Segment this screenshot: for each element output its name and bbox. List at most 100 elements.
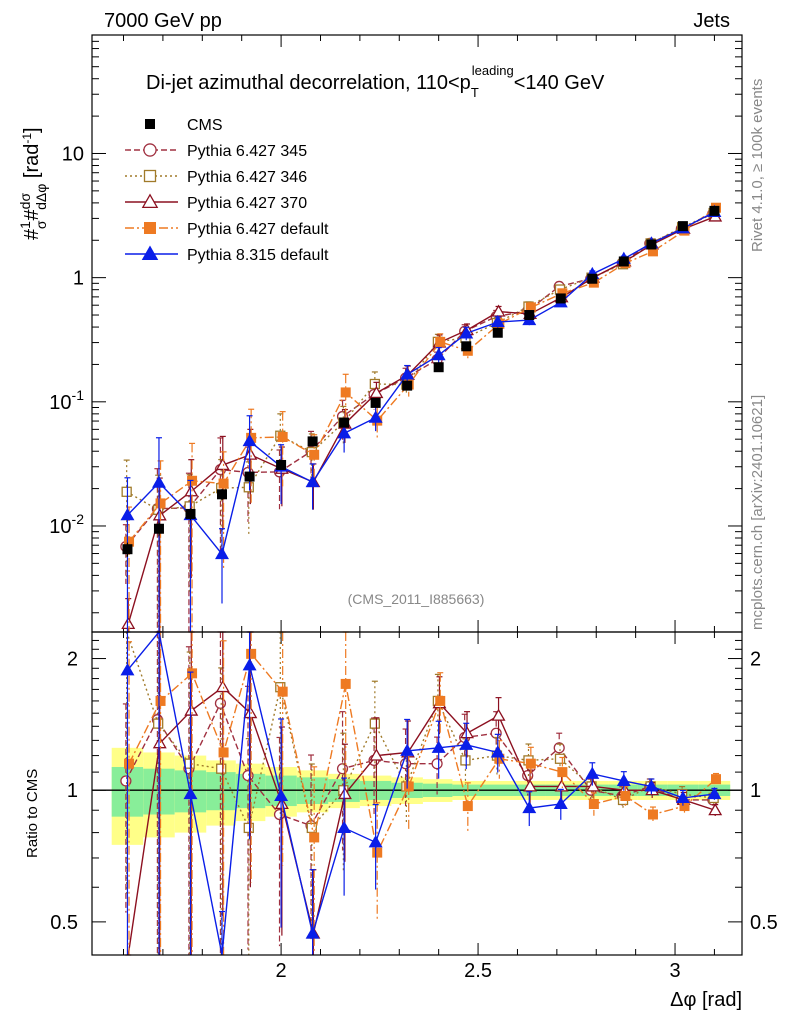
cms-point [433, 362, 444, 373]
legend-marker-pythia-8-315-default [141, 245, 159, 261]
ratio-point-pythia-6-427-default [340, 678, 351, 689]
ratio-point-pythia-6-427-default [525, 758, 536, 769]
point-pythia-6-427-default [309, 449, 320, 460]
plot-title: Di-jet azimuthal decorrelation, 110<pTle… [146, 63, 605, 100]
header-energy: 7000 GeV pp [104, 10, 222, 32]
point-pythia-8-315-default [490, 314, 505, 328]
mcplots-label: mcplots.cern.ch [arXiv:2401.10621] [749, 395, 766, 630]
ratio-plot-frame [91, 631, 743, 956]
y-axis-label: #1σ#dσdΔφ [rad-1] [17, 127, 49, 240]
header-category: Jets [693, 10, 730, 32]
point-pythia-8-315-default [242, 433, 257, 447]
cms-point [492, 327, 503, 338]
legend-marker-pythia-6-427-345 [143, 143, 157, 157]
ratio-y-axis-label: Ratio to CMS [24, 769, 41, 858]
ratio-point-pythia-6-427-default [309, 832, 320, 843]
point-pythia-8-315-default [431, 348, 446, 361]
legend-label-pythia-8-315-default: Pythia 8.315 default [187, 247, 329, 264]
ratio-point-pythia-8-315-default [274, 788, 289, 802]
point-pythia-8-315-default [120, 508, 135, 521]
ratio-line-pythia-8-315-default [126, 630, 715, 956]
legend-label-pythia-6-427-345: Pythia 6.427 345 [187, 143, 307, 160]
y-tick-label: 1 [73, 268, 84, 290]
ratio-point-pythia-8-315-default [707, 786, 722, 800]
point-pythia-8-315-default [215, 546, 229, 560]
ratio-point-pythia-8-315-default [183, 786, 198, 800]
ratio-point-pythia-8-315-default [431, 740, 446, 753]
ratio-point-pythia-6-427-default [372, 847, 383, 858]
ratio-point-pythia-8-315-default [553, 796, 568, 810]
point-pythia-6-427-default [340, 387, 351, 398]
ratio-point-pythia-6-427-345 [120, 775, 132, 787]
cms-point [677, 221, 688, 232]
ratio-tick-label: 2 [750, 649, 761, 671]
point-pythia-8-315-default [305, 474, 320, 488]
ratio-point-pythia-6-427-default [557, 767, 568, 778]
ratio-point-pythia-6-427-345 [490, 727, 502, 739]
point-pythia-6-427-346 [121, 486, 132, 497]
ratio-point-pythia-6-427-346 [216, 763, 227, 774]
ratio-tick-label: 2 [67, 649, 78, 671]
ratio-point-pythia-6-427-default [218, 747, 229, 758]
ratio-point-pythia-6-427-370 [460, 726, 475, 739]
ratio-point-pythia-6-427-345 [431, 758, 443, 770]
legend: CMS Pythia 6.427 345 Pythia 6.427 346 Pythi… [125, 117, 329, 264]
ratio-point-pythia-8-315-default [120, 663, 135, 676]
legend-label-cms: CMS [187, 117, 223, 134]
rivet-version-label: Rivet 4.1.0, ≥ 100k events [749, 79, 766, 252]
series-layer [120, 202, 723, 632]
ratio-point-pythia-6-427-346 [153, 718, 164, 729]
point-pythia-6-427-370 [369, 385, 384, 399]
point-pythia-6-427-default [435, 336, 446, 347]
ratio-point-pythia-6-427-default [246, 648, 257, 659]
ratio-tick-label: 1 [67, 780, 78, 802]
ratio-point-pythia-6-427-370 [554, 779, 569, 792]
ratio-tick-label: 0.5 [750, 912, 778, 934]
point-pythia-8-315-default [400, 367, 415, 380]
ratio-point-pythia-6-427-default [647, 809, 658, 820]
point-pythia-6-427-370 [491, 304, 506, 317]
point-pythia-6-427-370 [215, 457, 230, 471]
ratio-point-pythia-8-315-default [400, 743, 415, 756]
cms-point [587, 273, 598, 284]
point-pythia-6-427-370 [184, 484, 199, 497]
ratio-point-pythia-6-427-default [711, 774, 721, 785]
legend-marker-pythia-6-427-370 [141, 193, 159, 209]
ratio-line-pythia-6-427-default [128, 652, 717, 855]
ratio-point-pythia-6-427-default [403, 781, 414, 792]
point-pythia-8-315-default [368, 410, 383, 423]
point-pythia-8-315-default [459, 326, 474, 339]
point-pythia-6-427-346 [243, 482, 254, 493]
cms-point [402, 380, 413, 391]
ratio-point-pythia-6-427-346 [554, 753, 566, 764]
y-tick-label: 10-1 [49, 387, 84, 414]
ratio-point-pythia-6-427-default [277, 686, 288, 697]
ratio-point-pythia-6-427-default [462, 801, 473, 812]
cms-point [153, 523, 164, 534]
cms-point [370, 397, 381, 408]
cms-point [555, 293, 566, 304]
ratio-point-pythia-8-315-default [522, 800, 537, 814]
x-axis-label: Δφ [rad] [670, 989, 742, 1011]
ratio-point-pythia-6-427-370 [243, 706, 258, 719]
ratio-point-pythia-6-427-370 [337, 786, 352, 800]
cms-point [618, 256, 629, 267]
ratio-point-pythia-6-427-346 [460, 755, 471, 766]
ratio-point-pythia-6-427-370 [152, 736, 167, 749]
ratio-point-pythia-8-315-default [242, 658, 257, 671]
ratio-point-pythia-6-427-370 [523, 779, 538, 792]
ratio-point-pythia-6-427-370 [184, 703, 199, 716]
legend-label-pythia-6-427-default: Pythia 6.427 default [187, 221, 329, 238]
point-pythia-8-315-default [151, 475, 166, 488]
ratio-point-pythia-6-427-370 [369, 748, 384, 761]
point-pythia-6-427-370 [243, 447, 258, 460]
ratio-point-pythia-6-427-370 [274, 796, 289, 810]
cms-point [217, 489, 227, 500]
point-pythia-6-427-346 [369, 378, 380, 390]
ratio-point-pythia-8-315-default [675, 790, 690, 804]
ratio-point-pythia-6-427-346 [243, 822, 254, 834]
ratio-point-pythia-6-427-370 [586, 779, 601, 792]
point-pythia-6-427-370 [121, 616, 136, 630]
ratio-point-pythia-8-315-default [305, 926, 320, 939]
